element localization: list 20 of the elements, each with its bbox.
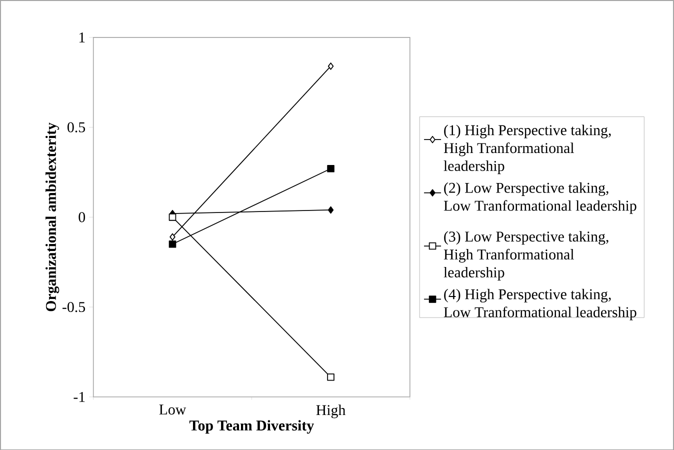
- y-tick-label: 0: [78, 212, 86, 222]
- point: [327, 373, 334, 381]
- x-tick-label: High: [316, 404, 346, 418]
- legend-label: (1) High Perspective taking, High Tranformational leadership: [444, 124, 611, 174]
- y-axis-title: Organizational ambidexterity: [46, 122, 60, 311]
- point: [168, 213, 176, 221]
- point: [170, 233, 176, 240]
- point: [328, 62, 334, 70]
- point: [328, 206, 334, 214]
- legend-label: (3) Low Perspective taking, High Tranformational leadership: [444, 230, 608, 280]
- legend-label: (4) High Perspective taking, Low Tranformational leadership: [444, 288, 636, 320]
- legend-label: (2) Low Perspective taking, Low Tranformational leadership: [444, 182, 636, 214]
- y-tick-label: -0.5: [62, 302, 86, 312]
- y-tick-label: 0.5: [68, 122, 86, 132]
- point: [168, 240, 176, 248]
- x-axis-title: Top Team Diversity: [189, 420, 314, 434]
- point: [327, 164, 334, 172]
- y-tick-label: 1: [79, 32, 85, 42]
- x-tick-label: Low: [159, 404, 186, 414]
- y-tick-label: -1: [74, 392, 85, 402]
